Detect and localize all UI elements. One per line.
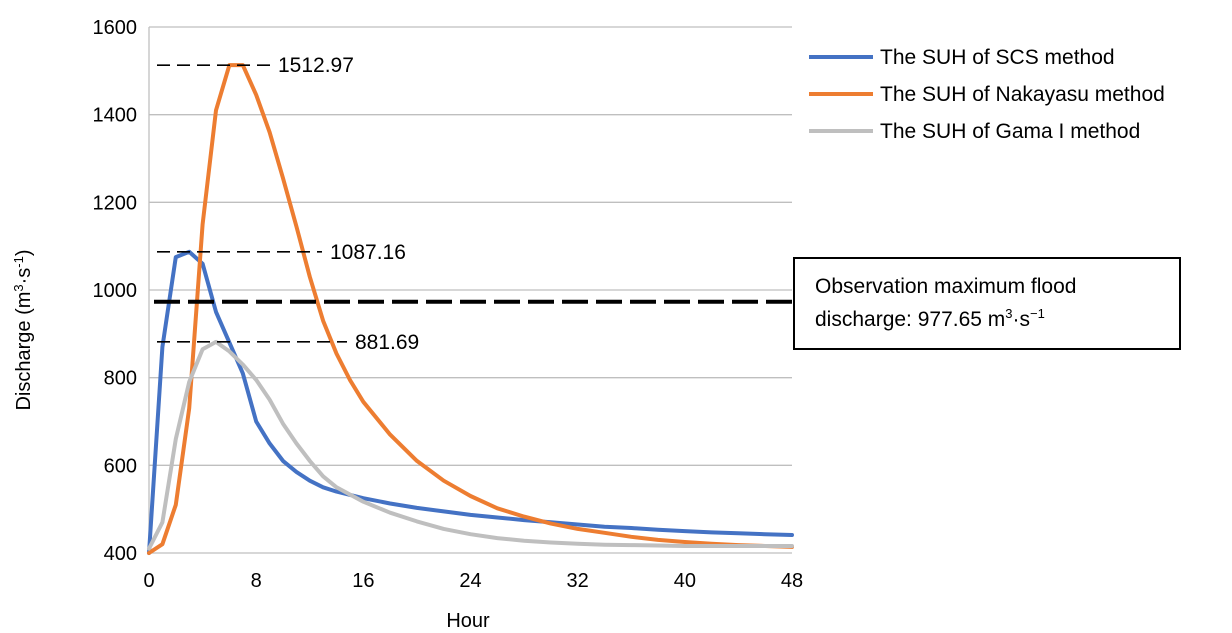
y-axis-title: Discharge (m3·s-1) <box>11 249 35 410</box>
series-lines <box>147 63 794 555</box>
x-tick-label: 8 <box>251 570 262 592</box>
observation-label-line1: Observation maximum flood <box>815 275 1077 298</box>
observation-label-line2: discharge: 977.65 m3·s−1 <box>815 306 1045 331</box>
series-line-3 <box>147 339 794 551</box>
peak-label: 881.69 <box>355 331 419 354</box>
x-axis-title: Hour <box>446 610 490 632</box>
x-tick-label: 24 <box>459 570 481 592</box>
series-line-1 <box>147 249 794 555</box>
legend-entry: The SUH of Gama I method <box>880 120 1140 143</box>
peak-annotations: 1512.97 1087.16 881.69 <box>157 54 419 354</box>
legend: The SUH of SCS method The SUH of Nakayasu… <box>809 46 1165 143</box>
legend-entry: The SUH of Nakayasu method <box>880 83 1165 106</box>
legend-entry: The SUH of SCS method <box>880 46 1115 69</box>
y-tick-label: 1400 <box>93 105 138 127</box>
x-tick-label: 48 <box>781 570 803 592</box>
y-tick-label: 800 <box>104 368 137 390</box>
y-tick-label: 1200 <box>93 192 138 214</box>
series-line-2 <box>147 63 794 555</box>
x-tick-label: 0 <box>143 570 154 592</box>
x-tick-label: 40 <box>674 570 696 592</box>
x-tick-label: 16 <box>352 570 374 592</box>
gridlines <box>149 26 792 466</box>
y-tick-label: 400 <box>104 543 137 565</box>
y-tick-label: 1000 <box>93 280 138 302</box>
y-tick-label: 600 <box>104 455 137 477</box>
observation-box: Observation maximum flood discharge: 977… <box>793 257 1181 350</box>
y-tick-label: 1600 <box>93 17 138 39</box>
peak-label: 1512.97 <box>278 54 354 77</box>
x-tick-label: 32 <box>567 570 589 592</box>
axes: 400 600 800 1000 1200 1400 1600 0 8 16 24 32 40 48 <box>93 17 804 592</box>
peak-label: 1087.16 <box>330 241 406 264</box>
